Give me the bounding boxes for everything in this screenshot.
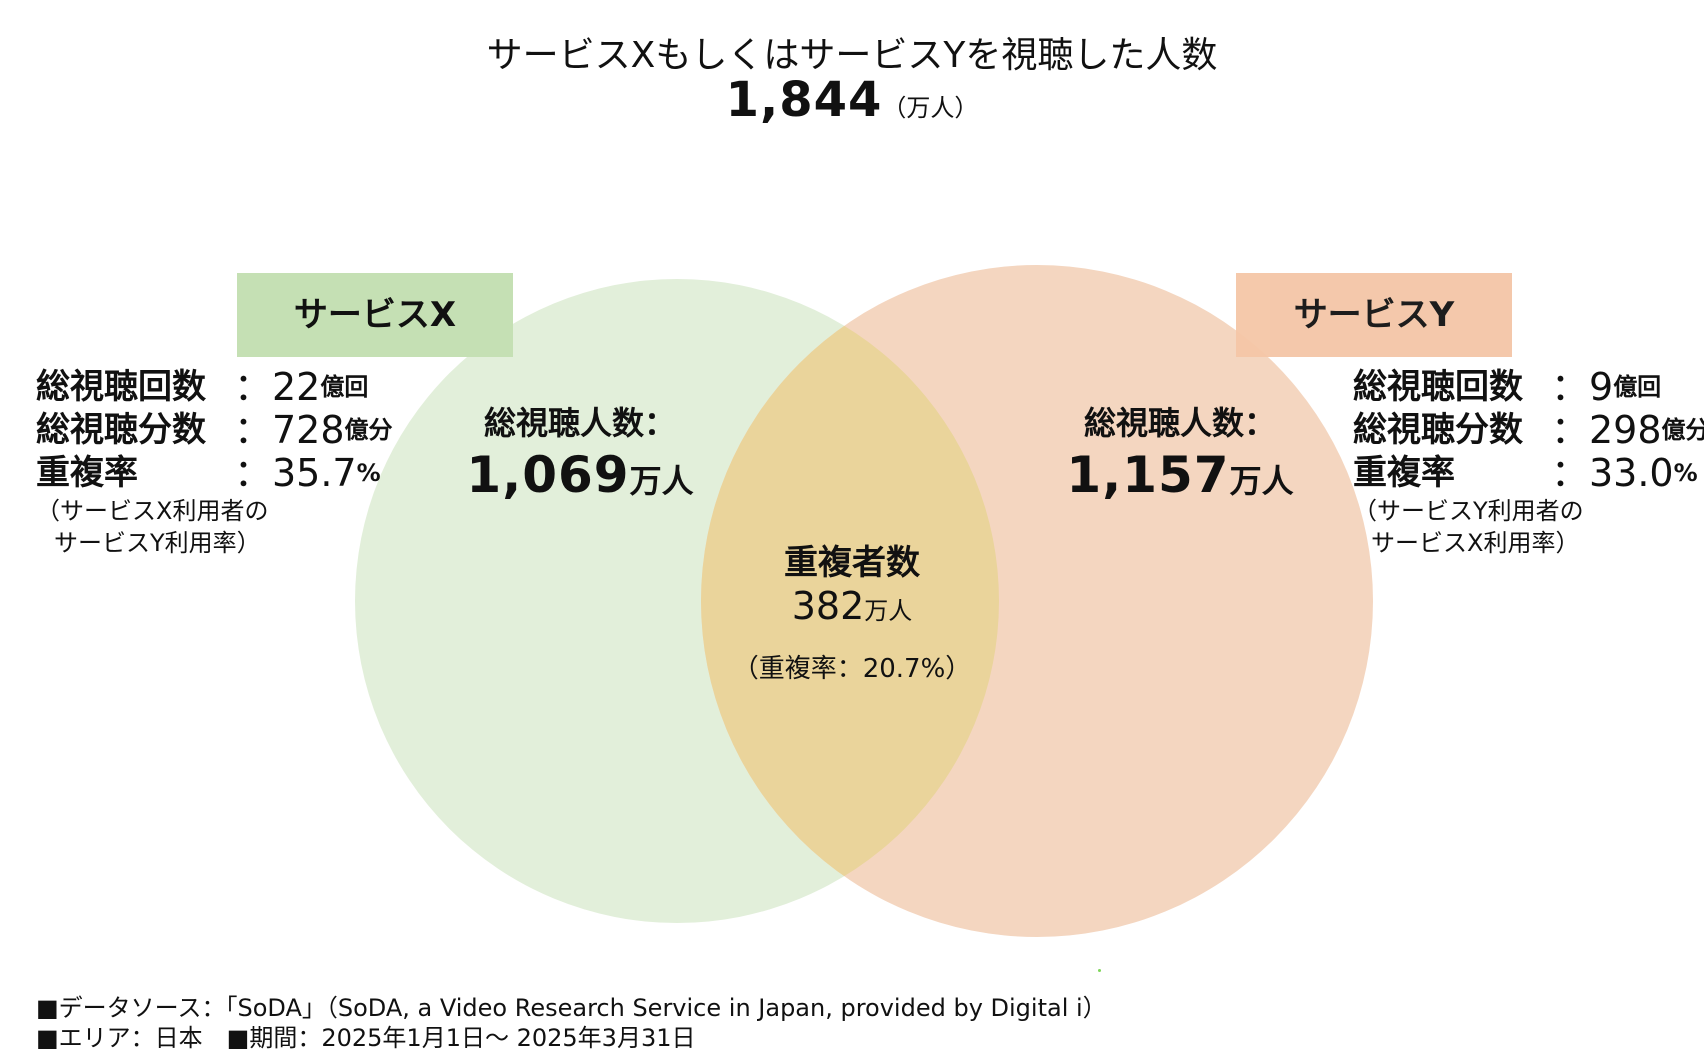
total-viewers: 1,844（万人） <box>0 72 1704 128</box>
area-period-note: ■エリア：日本 ■期間：2025年1月1日～ 2025年3月31日 <box>36 1024 696 1052</box>
service-y-stat-value: ：9 <box>1551 365 1614 409</box>
service-y-viewers-caption: 総視聴人数： <box>1083 404 1276 442</box>
service-x-viewers-caption: 総視聴人数： <box>483 404 676 442</box>
overlap-unit: 万人 <box>864 597 913 625</box>
service-y-stats: 総視聴回数 ：9 億回 総視聴分数 ：298 億分 重複率 ：33.0% （サービスY利用… <box>1353 366 1704 559</box>
service-x-viewers: 総視聴人数： 1,069万人 <box>430 398 730 504</box>
service-x-stat-unit: % <box>356 459 381 487</box>
service-x-stat-value: ：35.7 <box>234 451 357 495</box>
overlap-region <box>701 279 999 923</box>
service-y-viewers-unit: 万人 <box>1229 462 1294 500</box>
service-x-stat-row: 総視聴分数 ：728 億分 <box>36 409 393 452</box>
service-y-stat-unit: % <box>1673 459 1698 487</box>
total-viewers-value: 1,844 <box>725 72 883 128</box>
overlap-title: 重複者数 <box>784 543 920 583</box>
service-y-label: サービスY <box>1236 273 1512 357</box>
service-x-viewers-unit: 万人 <box>629 462 694 500</box>
service-x-viewers-value-line: 1,069万人 <box>430 446 730 504</box>
overlap-value-line: 382万人 <box>702 584 1002 628</box>
chart-title: サービスXもしくはサービスYを視聴した人数 <box>486 35 1218 76</box>
overlap-rate: （重複率：20.7%） <box>732 654 972 684</box>
service-y-stat-unit: 億分 <box>1661 416 1704 444</box>
service-y-viewers-value: 1,157 <box>1066 446 1230 504</box>
service-x-note-line1: （サービスX利用者の <box>36 497 269 525</box>
service-x-stat-row: 総視聴回数 ：22 億回 <box>36 366 393 409</box>
service-y-stat-value: ：33.0 <box>1551 451 1674 495</box>
service-y-note-line1: （サービスY利用者の <box>1353 497 1584 525</box>
service-y-stat-label: 総視聴回数 <box>1353 367 1523 407</box>
service-y-viewers-value-line: 1,157万人 <box>1030 446 1330 504</box>
service-y-stat-value: ：298 <box>1551 408 1662 452</box>
service-x-stat-value: ：22 <box>234 365 321 409</box>
overlap-info: 重複者数 382万人 <box>702 535 1002 628</box>
service-x-stat-unit: 億分 <box>344 416 393 444</box>
overlap-value: 382 <box>791 584 865 628</box>
service-x-label: サービスX <box>237 273 513 357</box>
service-x-stat-row: 重複率 ：35.7% <box>36 452 393 495</box>
service-x-stat-unit: 億回 <box>320 373 369 401</box>
total-viewers-unit: （万人） <box>882 94 979 122</box>
service-y-stat-row: 総視聴回数 ：9 億回 <box>1353 366 1704 409</box>
service-x-stat-label: 重複率 <box>36 453 138 493</box>
service-x-stat-value: ：728 <box>234 408 345 452</box>
service-x-stat-label: 総視聴回数 <box>36 367 206 407</box>
decorative-dot <box>1098 969 1101 972</box>
service-x-stat-label: 総視聴分数 <box>36 410 206 450</box>
service-x-note-line2: サービスY利用率） <box>54 529 261 557</box>
service-y-note-line2: サービスX利用率） <box>1371 529 1580 557</box>
service-y-stat-label: 総視聴分数 <box>1353 410 1523 450</box>
data-source-note: ■データソース：「SoDA」（SoDA, a Video Research Se… <box>36 994 1107 1022</box>
service-x-stats: 総視聴回数 ：22 億回 総視聴分数 ：728 億分 重複率 ：35.7% （サービスX利… <box>36 366 393 559</box>
service-y-stat-unit: 億回 <box>1613 373 1662 401</box>
service-y-stat-row: 総視聴分数 ：298 億分 <box>1353 409 1704 452</box>
service-y-viewers: 総視聴人数： 1,157万人 <box>1030 398 1330 504</box>
service-y-stat-label: 重複率 <box>1353 453 1455 493</box>
service-x-viewers-value: 1,069 <box>466 446 630 504</box>
service-y-stat-row: 重複率 ：33.0% <box>1353 452 1704 495</box>
